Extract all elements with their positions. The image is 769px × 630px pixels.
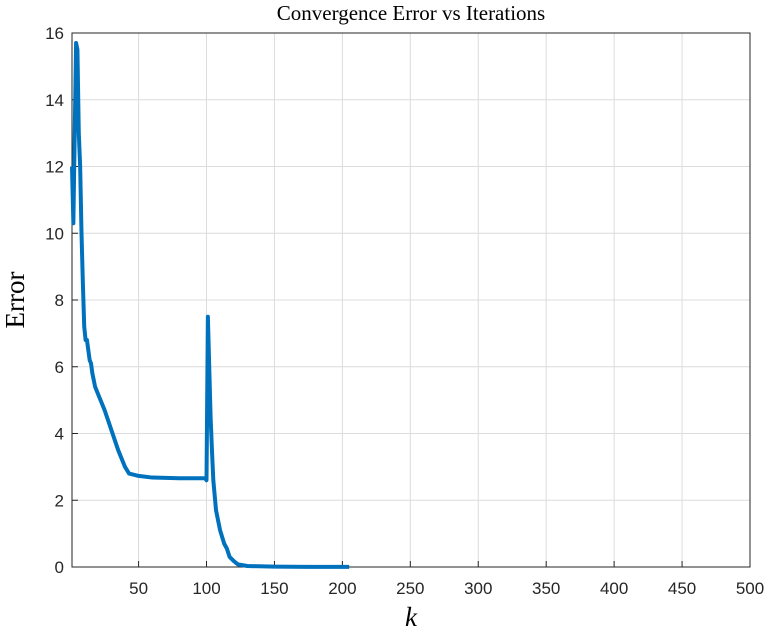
y-tick-label: 2 [55, 491, 64, 510]
x-tick-label: 100 [192, 579, 220, 598]
y-tick-label: 0 [55, 558, 64, 577]
y-tick-label: 4 [55, 425, 64, 444]
x-tick-label: 450 [668, 579, 696, 598]
x-tick-label: 200 [328, 579, 356, 598]
y-tick-label: 16 [45, 24, 64, 43]
x-axis-label: k [405, 602, 418, 630]
y-tick-label: 8 [55, 291, 64, 310]
x-tick-label: 250 [396, 579, 424, 598]
y-tick-label: 14 [45, 91, 64, 110]
x-tick-label: 500 [736, 579, 764, 598]
y-tick-label: 12 [45, 158, 64, 177]
y-tick-label: 10 [45, 224, 64, 243]
x-tick-label: 150 [260, 579, 288, 598]
x-tick-label: 300 [464, 579, 492, 598]
y-axis-label: Error [0, 272, 30, 329]
x-tick-label: 350 [532, 579, 560, 598]
plot-frame [71, 32, 751, 568]
x-tick-label: 50 [129, 579, 148, 598]
y-tick-label: 6 [55, 358, 64, 377]
x-tick-label: 400 [600, 579, 628, 598]
chart-title: Convergence Error vs Iterations [277, 1, 545, 25]
data-line [70, 41, 350, 569]
